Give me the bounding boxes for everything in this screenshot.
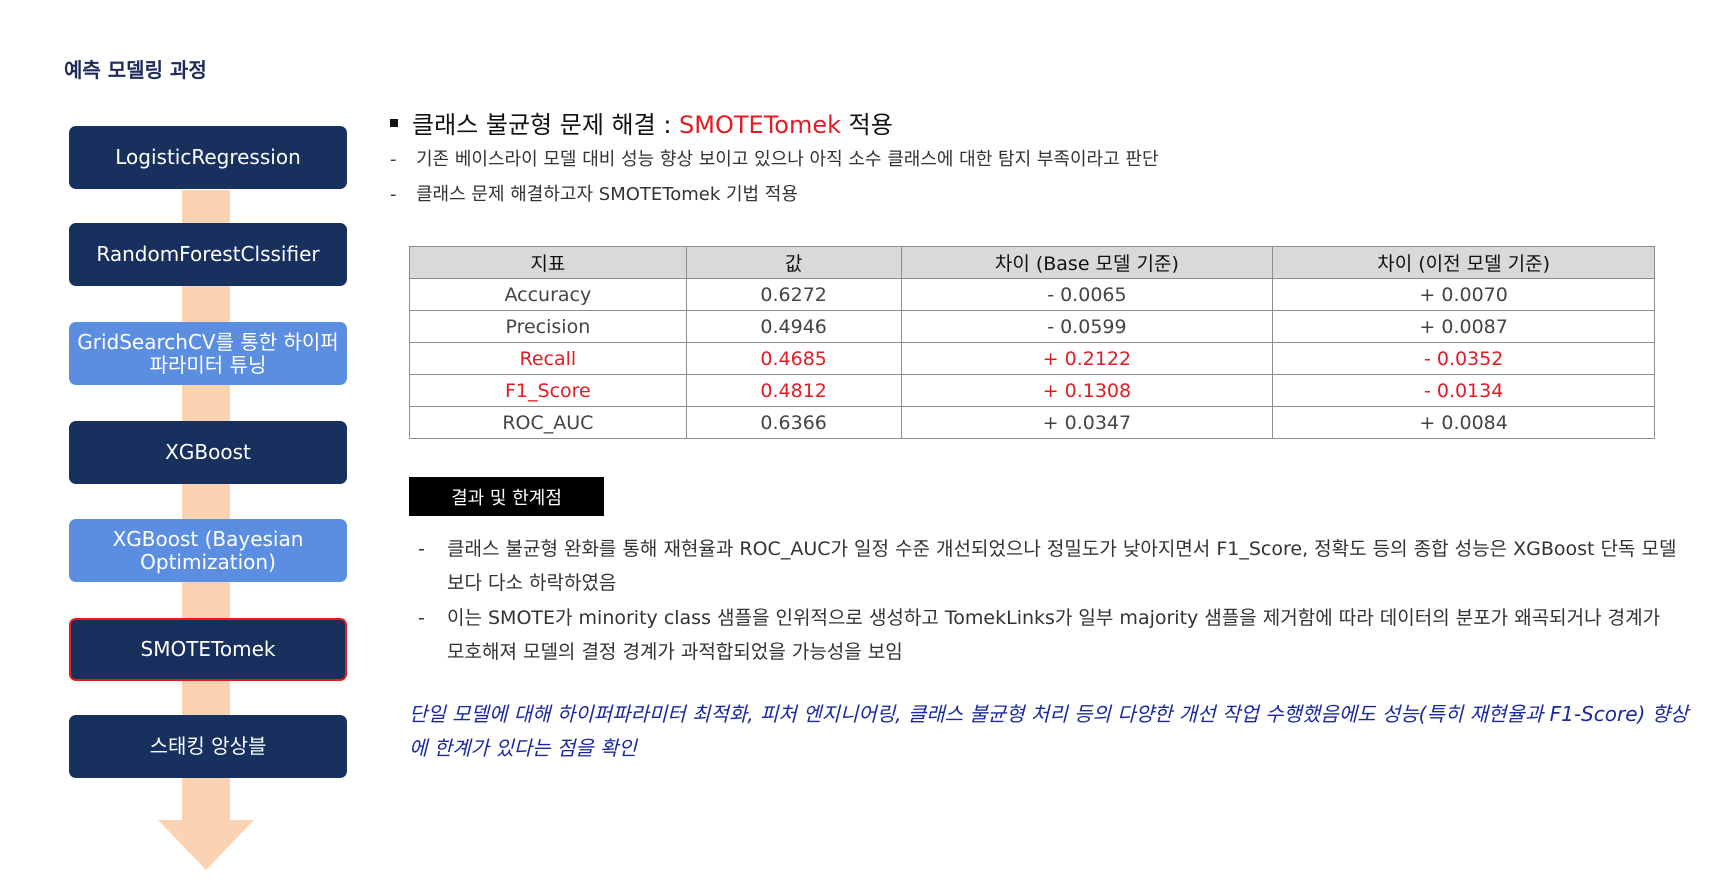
heading-accent: SMOTETomek [679, 111, 841, 139]
table-cell: - 0.0599 [900, 310, 1274, 343]
table-cell: Accuracy [409, 278, 687, 311]
table-row: Precision 0.4946 - 0.0599 + 0.0087 [409, 310, 1655, 343]
table-cell: + 0.0070 [1272, 278, 1655, 311]
square-bullet-icon [390, 119, 398, 127]
table-cell: - 0.0352 [1272, 342, 1655, 375]
flow-step-xgboost-bayesian: XGBoost (Bayesian Optimization) [69, 519, 347, 582]
table-cell: 0.6272 [685, 278, 902, 311]
results-list: - 클래스 불균형 완화를 통해 재현율과 ROC_AUC가 일정 수준 개선되었… [418, 532, 1678, 670]
header-value: 값 [685, 246, 902, 279]
conclusion-text: 단일 모델에 대해 하이퍼파라미터 최적화, 피처 엔지니어링, 클래스 불균형… [409, 702, 1689, 760]
table-cell: ROC_AUC [409, 406, 687, 439]
table-row-highlighted: F1_Score 0.4812 + 0.1308 - 0.0134 [409, 374, 1655, 407]
table-row-highlighted: Recall 0.4685 + 0.2122 - 0.0352 [409, 342, 1655, 375]
dash-marker: - [418, 538, 425, 560]
table-cell: - 0.0134 [1272, 374, 1655, 407]
header-metric: 지표 [409, 246, 687, 279]
dash-marker: - [418, 607, 425, 629]
table-header-row: 지표 값 차이 (Base 모델 기준) 차이 (이전 모델 기준) [409, 246, 1655, 279]
bullet-text: 기존 베이스라이 모델 대비 성능 향상 보이고 있으나 아직 소수 클래스에 … [416, 149, 1159, 170]
metrics-table: 지표 값 차이 (Base 모델 기준) 차이 (이전 모델 기준) Accur… [409, 246, 1655, 439]
bullet-text: 클래스 문제 해결하고자 SMOTETomek 기법 적용 [416, 184, 798, 205]
dash-marker: - [390, 149, 397, 170]
table-cell: Precision [409, 310, 687, 343]
list-item: - 클래스 문제 해결하고자 SMOTETomek 기법 적용 [390, 181, 1159, 216]
flow-step-random-forest: RandomForestClssifier [69, 223, 347, 286]
flow-step-xgboost: XGBoost [69, 421, 347, 484]
flow-step-stacking-ensemble: 스태킹 앙상블 [69, 715, 347, 778]
table-cell: 0.4946 [685, 310, 902, 343]
list-item: - 기존 베이스라이 모델 대비 성능 향상 보이고 있으나 아직 소수 클래스에… [390, 146, 1159, 181]
flow-step-gridsearch-tuning: GridSearchCV를 통한 하이퍼파라미터 튜닝 [69, 322, 347, 385]
table-cell: + 0.0347 [900, 406, 1274, 439]
table-row: Accuracy 0.6272 - 0.0065 + 0.0070 [409, 278, 1655, 311]
flow-step-smotetomek: SMOTETomek [69, 618, 347, 681]
table-row: ROC_AUC 0.6366 + 0.0347 + 0.0084 [409, 406, 1655, 439]
table-cell: + 0.1308 [900, 374, 1274, 407]
table-cell: + 0.2122 [900, 342, 1274, 375]
dash-marker: - [390, 184, 397, 205]
page-title: 예측 모델링 과정 [64, 58, 207, 82]
flow-arrow-head [158, 820, 254, 870]
list-item: - 클래스 불균형 완화를 통해 재현율과 ROC_AUC가 일정 수준 개선되었… [418, 532, 1678, 600]
table-cell: F1_Score [409, 374, 687, 407]
heading-suffix: 적용 [841, 111, 893, 139]
table-cell: Recall [409, 342, 687, 375]
table-cell: + 0.0087 [1272, 310, 1655, 343]
result-text: 클래스 불균형 완화를 통해 재현율과 ROC_AUC가 일정 수준 개선되었으… [447, 538, 1677, 594]
list-item: - 이는 SMOTE가 minority class 샘플을 인위적으로 생성하고… [418, 601, 1678, 669]
header-diff-previous: 차이 (이전 모델 기준) [1272, 246, 1655, 279]
result-text: 이는 SMOTE가 minority class 샘플을 인위적으로 생성하고 … [447, 607, 1661, 663]
table-cell: + 0.0084 [1272, 406, 1655, 439]
results-badge: 결과 및 한계점 [409, 477, 604, 516]
section-bullets: - 기존 베이스라이 모델 대비 성능 향상 보이고 있으나 아직 소수 클래스에… [390, 146, 1159, 216]
flow-step-logistic-regression: LogisticRegression [69, 126, 347, 189]
table-cell: 0.4685 [685, 342, 902, 375]
header-diff-base: 차이 (Base 모델 기준) [900, 246, 1274, 279]
table-cell: 0.4812 [685, 374, 902, 407]
heading-prefix: 클래스 불균형 문제 해결 : [412, 111, 680, 139]
section-heading: 클래스 불균형 문제 해결 : SMOTETomek 적용 [390, 105, 893, 140]
table-cell: - 0.0065 [900, 278, 1274, 311]
table-cell: 0.6366 [685, 406, 902, 439]
